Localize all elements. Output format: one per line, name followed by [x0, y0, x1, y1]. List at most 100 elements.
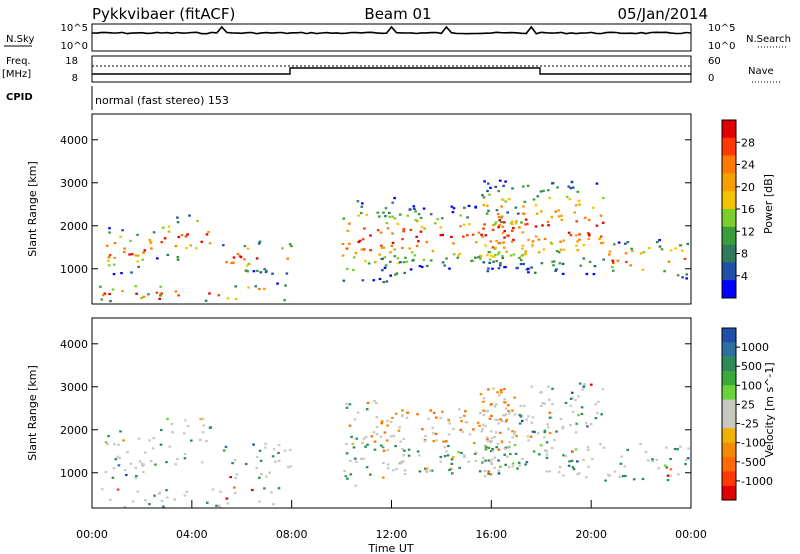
heatmap-cell: [425, 241, 429, 244]
heatmap-cell: [277, 459, 281, 462]
heatmap-cell: [183, 494, 187, 497]
heatmap-cell: [551, 260, 554, 263]
heatmap-cell: [116, 455, 119, 458]
heatmap-cell: [462, 223, 466, 226]
heatmap-cell: [434, 432, 438, 435]
heatmap-cell: [568, 460, 571, 463]
heatmap-cell: [135, 292, 138, 295]
heatmap-cell: [500, 215, 504, 218]
heatmap-cell: [574, 204, 578, 207]
heatmap-cell: [386, 463, 390, 466]
heatmap-cell: [142, 251, 145, 254]
heatmap-cell: [141, 464, 145, 467]
heatmap-cell: [679, 244, 682, 247]
heatmap-cell: [226, 502, 230, 505]
heatmap-cell: [545, 470, 548, 473]
heatmap-cell: [217, 294, 221, 297]
heatmap-cell: [427, 417, 430, 420]
heatmap-cell: [502, 221, 506, 224]
colorbar-segment: [722, 209, 736, 228]
heatmap-cell: [558, 466, 562, 469]
heatmap-cell: [372, 431, 376, 434]
heatmap-cell: [126, 451, 129, 454]
heatmap-cell: [445, 450, 448, 453]
heatmap-cell: [375, 402, 378, 405]
nsky-strip-frame: [91, 23, 692, 52]
heatmap-cell: [122, 439, 125, 442]
heatmap-cell: [616, 259, 620, 262]
heatmap-cell: [532, 198, 536, 201]
heatmap-cell: [246, 270, 249, 273]
heatmap-cell: [599, 214, 603, 217]
nave-tick-low: 0: [708, 73, 714, 84]
heatmap-cell: [470, 259, 473, 263]
heatmap-cell: [201, 417, 205, 420]
heatmap-cell: [264, 270, 268, 274]
y-tick-label: 4000: [60, 134, 88, 147]
heatmap-cell: [360, 205, 364, 208]
heatmap-cell: [562, 248, 566, 251]
heatmap-cell: [163, 237, 167, 240]
power-y-label: Slant Range [km]: [26, 161, 39, 257]
heatmap-cell: [497, 472, 501, 475]
heatmap-cell: [585, 476, 588, 479]
heatmap-cell: [143, 451, 147, 454]
heatmap-cell: [514, 206, 518, 209]
heatmap-cell: [525, 268, 529, 271]
nsky-label: N.Sky: [6, 34, 34, 45]
heatmap-cell: [397, 429, 401, 432]
heatmap-cell: [284, 284, 287, 287]
heatmap-cell: [503, 398, 507, 401]
heatmap-cell: [539, 190, 543, 193]
heatmap-cell: [388, 215, 392, 219]
heatmap-cell: [480, 430, 484, 433]
heatmap-cell: [369, 473, 372, 476]
heatmap-cell: [451, 211, 455, 214]
heatmap-cell: [379, 231, 383, 234]
heatmap-cell: [114, 458, 118, 461]
heatmap-cell: [531, 245, 534, 248]
heatmap-cell: [399, 261, 402, 264]
heatmap-cell: [489, 461, 493, 464]
heatmap-cell: [513, 444, 517, 447]
heatmap-cell: [380, 246, 384, 249]
heatmap-cell: [557, 251, 561, 254]
heatmap-cell: [276, 282, 279, 285]
heatmap-cell: [474, 459, 478, 462]
heatmap-cell: [503, 388, 506, 391]
heatmap-cell: [471, 233, 475, 236]
heatmap-cell: [288, 448, 292, 452]
heatmap-cell: [369, 249, 372, 252]
heatmap-cell: [524, 218, 528, 221]
power-y-axis: 1000 2000 3000 4000: [60, 134, 691, 276]
heatmap-cell: [361, 202, 364, 205]
heatmap-cell: [355, 460, 358, 463]
heatmap-cell: [380, 257, 383, 261]
heatmap-cell: [155, 291, 159, 294]
heatmap-cell: [498, 431, 502, 434]
heatmap-cell: [559, 417, 563, 420]
heatmap-cell: [123, 247, 126, 250]
heatmap-cell: [530, 421, 534, 424]
heatmap-cell: [562, 239, 565, 242]
heatmap-cell: [490, 462, 494, 466]
heatmap-cell: [148, 238, 152, 242]
heatmap-cell: [595, 182, 599, 185]
heatmap-cell: [376, 433, 379, 436]
heatmap-cell: [162, 505, 165, 508]
heatmap-cell: [107, 435, 110, 438]
heatmap-cell: [413, 207, 416, 210]
heatmap-cell: [136, 233, 139, 236]
colorbar-segment: [722, 120, 736, 139]
heatmap-cell: [439, 234, 443, 237]
heatmap-cell: [489, 473, 493, 476]
heatmap-cell: [510, 222, 514, 225]
heatmap-cell: [613, 470, 617, 473]
heatmap-cell: [243, 258, 246, 261]
heatmap-cell: [171, 431, 174, 434]
heatmap-cell: [498, 219, 501, 222]
heatmap-cell: [475, 241, 478, 244]
heatmap-cell: [401, 238, 404, 241]
heatmap-cell: [397, 262, 400, 265]
heatmap-cell: [252, 270, 256, 273]
